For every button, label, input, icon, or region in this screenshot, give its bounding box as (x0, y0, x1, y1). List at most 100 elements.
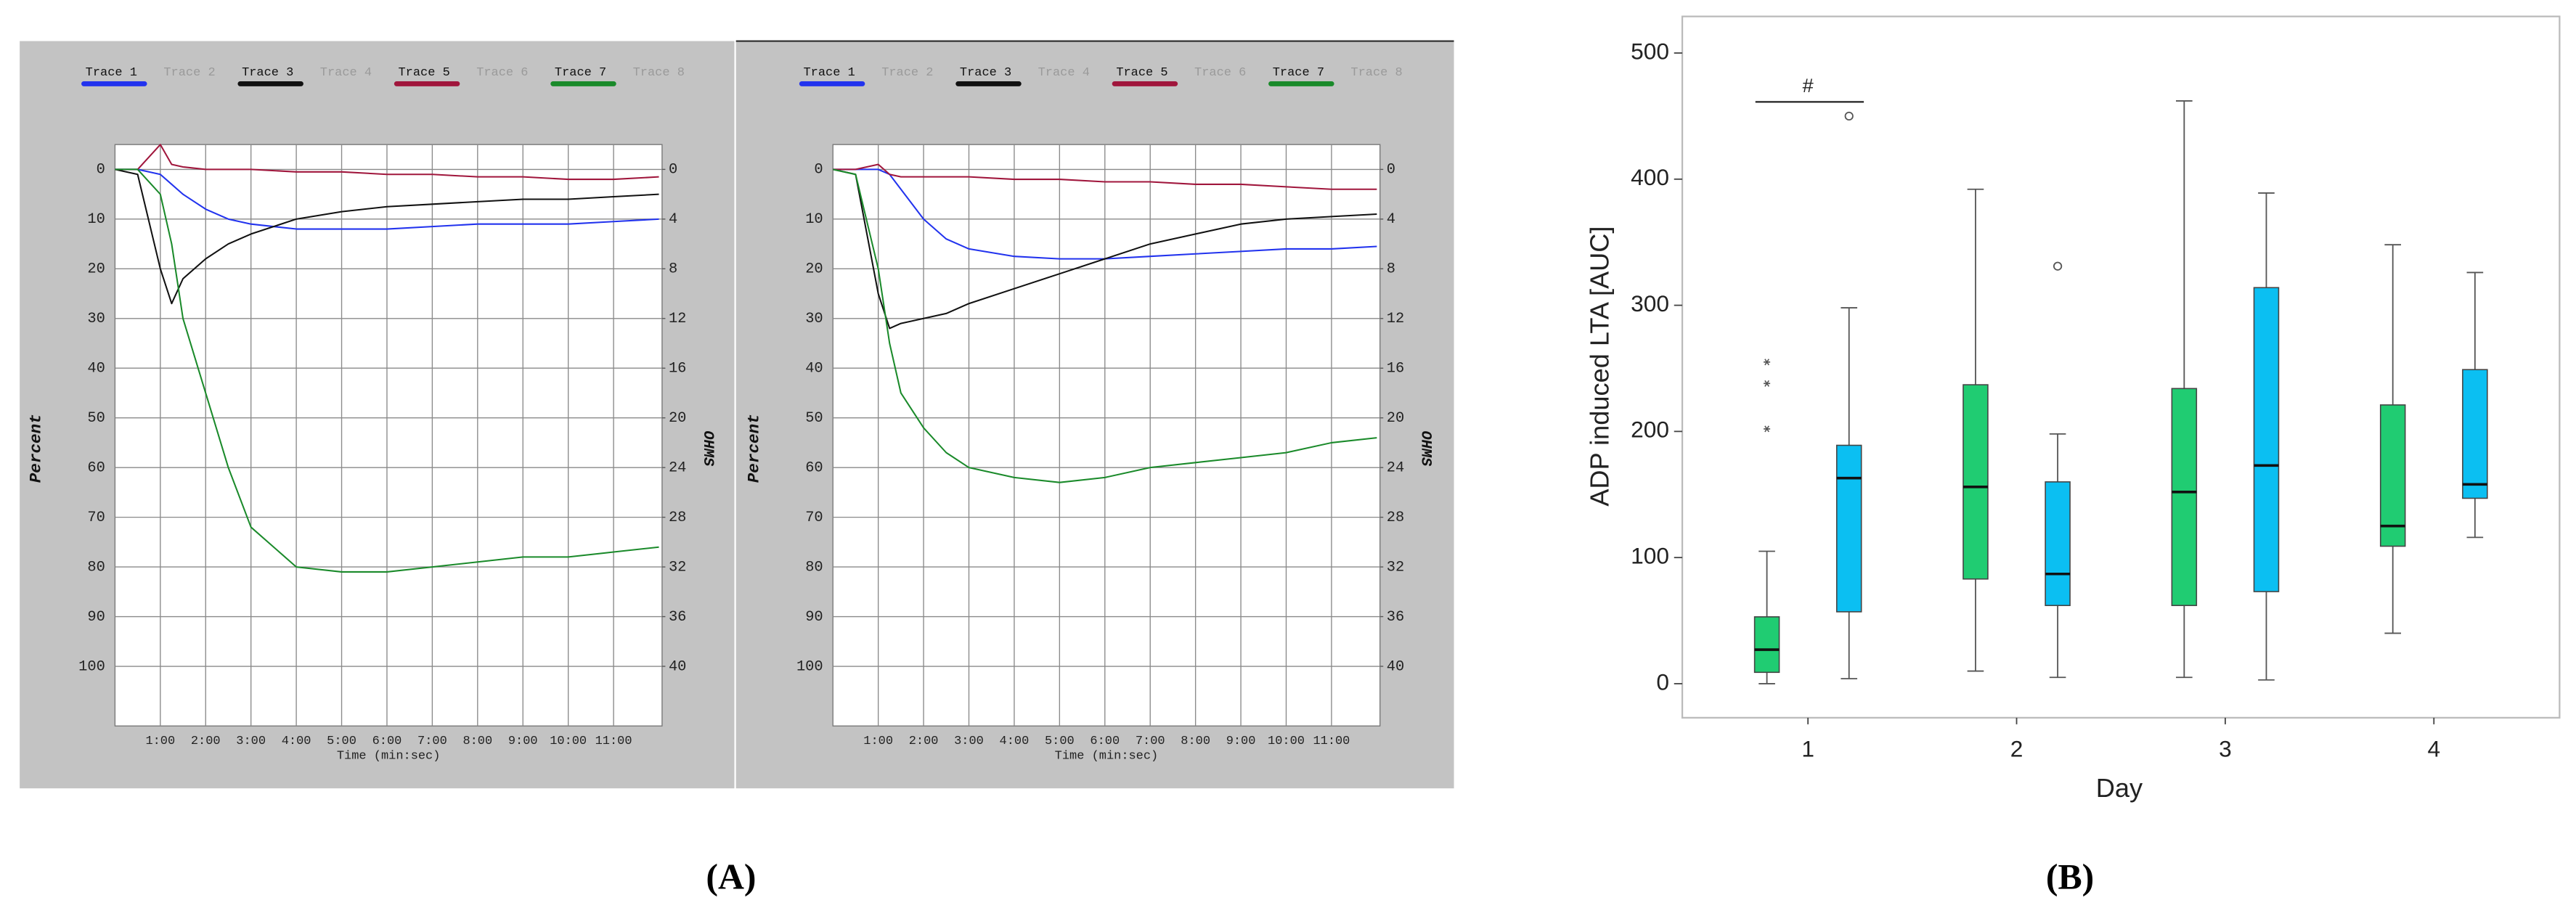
box (2171, 388, 2198, 606)
y-tick-label: 500 (1631, 38, 1669, 64)
x-tick-label: 8:00 (1181, 735, 1210, 748)
legend-label: Trace 8 (1350, 66, 1402, 80)
trace-line (115, 168, 659, 230)
trace-line (833, 163, 1377, 190)
y2-tick-label: 36 (669, 609, 686, 626)
y-tick-label: 300 (1631, 290, 1669, 316)
x-tick-label: 7:00 (1136, 735, 1165, 748)
y2-axis-label: OHMS (1417, 430, 1434, 467)
box (1962, 384, 1989, 580)
y-tick-label: 100 (78, 658, 105, 675)
y-tick-label: 50 (805, 410, 823, 427)
trace-line (115, 168, 659, 305)
y-tick-label: 80 (805, 559, 823, 576)
legend-label: Trace 4 (1038, 66, 1090, 80)
x-tick-label: 6:00 (1090, 735, 1120, 748)
box (2379, 404, 2406, 547)
x-tick-label: 7:00 (417, 735, 447, 748)
legend-label: Trace 7 (555, 66, 606, 80)
y-tick-label: 10 (87, 211, 105, 228)
x-tick-label: 4 (2427, 735, 2440, 761)
y-tick-label: 80 (87, 559, 105, 576)
trace-line (833, 168, 1377, 260)
x-tick-label: 2:00 (191, 735, 221, 748)
y2-tick-label: 20 (669, 410, 686, 427)
x-tick-label: 3:00 (954, 735, 984, 748)
y2-tick-label: 24 (669, 460, 686, 477)
y-tick-label: 60 (805, 460, 823, 477)
x-axis-label: Time (min:sec) (337, 749, 441, 763)
outlier (1764, 425, 1771, 433)
legend-label: Trace 6 (1194, 66, 1246, 80)
outlier (1764, 380, 1771, 387)
box (2045, 481, 2071, 606)
y-tick-label: 50 (87, 410, 105, 427)
legend-label: Trace 2 (163, 66, 215, 80)
trace-line (832, 168, 1377, 483)
trace-line (115, 168, 659, 573)
panel-label: (B) (2046, 856, 2094, 896)
y-tick-label: 70 (87, 510, 105, 526)
y-axis-label: ADP induced LTA [AUC] (1585, 226, 1615, 507)
panel-label: (A) (706, 856, 756, 896)
y2-tick-label: 12 (1387, 311, 1404, 327)
x-tick-label: 1:00 (863, 735, 893, 748)
y2-tick-label: 8 (1387, 261, 1395, 278)
y2-tick-label: 40 (669, 658, 686, 675)
x-tick-label: 3:00 (236, 735, 266, 748)
y2-tick-label: 4 (669, 211, 677, 228)
plot-area (114, 144, 663, 727)
x-tick-label: 5:00 (327, 735, 356, 748)
y-axis-label: Percent (27, 414, 46, 483)
y-tick-label: 0 (814, 162, 823, 179)
y2-tick-label: 4 (1387, 211, 1395, 228)
x-tick-label: 9:00 (1226, 735, 1256, 748)
box (1753, 616, 1780, 674)
trace-line (115, 144, 659, 181)
x-tick-label: 1 (1801, 735, 1814, 761)
box (2253, 287, 2280, 592)
legend-label: Trace 3 (960, 66, 1011, 80)
x-tick-label: 10:00 (1268, 735, 1305, 748)
y2-tick-label: 0 (1387, 162, 1395, 179)
box (2462, 369, 2488, 499)
y2-tick-label: 28 (1387, 510, 1404, 526)
y2-tick-label: 28 (669, 510, 686, 526)
x-tick-label: 8:00 (462, 735, 492, 748)
y-tick-label: 100 (796, 658, 823, 675)
y-tick-label: 30 (805, 311, 823, 327)
legend-label: Trace 5 (398, 66, 449, 80)
x-tick-label: 3 (2219, 735, 2232, 761)
y-tick-label: 400 (1631, 164, 1669, 190)
x-axis-label: Time (min:sec) (1055, 749, 1159, 763)
y-tick-label: 40 (87, 361, 105, 377)
x-tick-label: 6:00 (372, 735, 402, 748)
y-tick-label: 0 (97, 162, 105, 179)
y2-tick-label: 0 (669, 162, 677, 179)
y2-tick-label: 12 (669, 311, 686, 327)
legend-label: Trace 1 (803, 66, 855, 80)
outlier (1764, 359, 1771, 366)
outlier (2053, 261, 2063, 271)
outlier (1844, 111, 1854, 121)
y2-tick-label: 8 (669, 261, 677, 278)
y-tick-label: 10 (805, 211, 823, 228)
y-tick-label: 70 (805, 510, 823, 526)
y-axis-label: Percent (745, 414, 764, 483)
legend-label: Trace 5 (1116, 66, 1167, 80)
y-tick-label: 100 (1631, 543, 1669, 569)
y-tick-label: 20 (805, 261, 823, 278)
legend-label: Trace 1 (86, 66, 137, 80)
x-tick-label: 11:00 (1313, 735, 1350, 748)
x-tick-label: 4:00 (1000, 735, 1030, 748)
plot-frame (1681, 15, 2561, 719)
plot-area (832, 144, 1381, 727)
legend-label: Trace 6 (476, 66, 528, 80)
y2-tick-label: 40 (1387, 658, 1404, 675)
y-tick-label: 20 (87, 261, 105, 278)
x-tick-label: 2:00 (909, 735, 939, 748)
x-tick-label: 2 (2010, 735, 2023, 761)
y-tick-label: 0 (1656, 668, 1669, 695)
x-tick-label: 10:00 (550, 735, 587, 748)
